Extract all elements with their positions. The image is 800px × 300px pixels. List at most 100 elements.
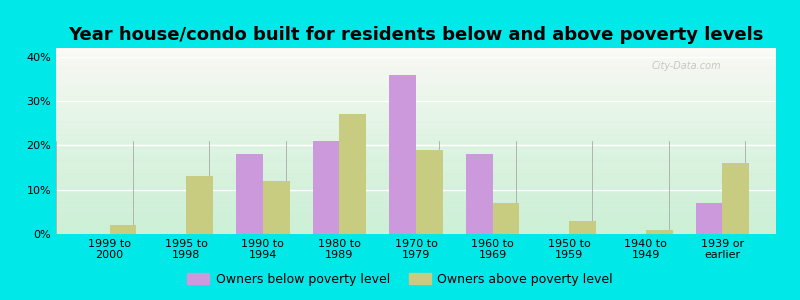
Bar xyxy=(56,126,776,128)
Bar xyxy=(56,83,776,85)
Bar xyxy=(56,232,776,234)
Bar xyxy=(56,121,776,122)
Bar xyxy=(56,89,776,91)
Bar xyxy=(56,102,776,104)
Bar xyxy=(56,152,776,154)
Bar xyxy=(56,214,776,215)
Bar xyxy=(56,102,776,104)
Bar xyxy=(56,204,776,206)
Bar xyxy=(56,117,776,119)
Bar xyxy=(56,63,776,65)
Bar xyxy=(56,91,776,93)
Bar xyxy=(56,132,776,134)
Bar xyxy=(56,85,776,87)
Bar xyxy=(56,96,776,98)
Bar xyxy=(56,208,776,210)
Bar xyxy=(56,189,776,191)
Bar xyxy=(56,59,776,61)
Bar xyxy=(493,203,519,234)
Bar xyxy=(56,80,776,82)
Bar xyxy=(56,163,776,165)
Bar xyxy=(56,82,776,83)
Bar xyxy=(56,148,776,150)
Bar xyxy=(56,135,776,137)
Bar xyxy=(56,115,776,117)
Legend: Owners below poverty level, Owners above poverty level: Owners below poverty level, Owners above… xyxy=(182,268,618,291)
Bar xyxy=(186,176,213,234)
Bar xyxy=(56,134,776,135)
Bar xyxy=(56,206,776,208)
Bar xyxy=(56,78,776,80)
Bar xyxy=(56,217,776,219)
Bar xyxy=(56,154,776,156)
Bar xyxy=(56,230,776,232)
Bar xyxy=(56,175,776,176)
Bar xyxy=(569,221,596,234)
Bar xyxy=(56,54,776,56)
Bar xyxy=(56,228,776,230)
Bar xyxy=(56,165,776,167)
Bar xyxy=(56,137,776,139)
Bar xyxy=(56,85,776,87)
Bar xyxy=(56,100,776,102)
Bar xyxy=(56,161,776,163)
Bar xyxy=(56,165,776,167)
Bar xyxy=(56,191,776,193)
Bar xyxy=(56,202,776,204)
Bar xyxy=(56,171,776,172)
Bar xyxy=(56,191,776,193)
Bar xyxy=(56,56,776,57)
Bar xyxy=(56,186,776,188)
Bar xyxy=(56,100,776,102)
Bar xyxy=(56,67,776,68)
Bar xyxy=(56,121,776,122)
Bar xyxy=(56,189,776,191)
Bar xyxy=(56,206,776,208)
Bar xyxy=(695,203,722,234)
Bar xyxy=(56,89,776,91)
Bar xyxy=(56,169,776,171)
Bar xyxy=(56,176,776,178)
Bar xyxy=(56,124,776,126)
Bar xyxy=(56,143,776,145)
Bar xyxy=(56,184,776,186)
Bar xyxy=(56,130,776,132)
Bar xyxy=(56,113,776,115)
Bar xyxy=(56,76,776,78)
Bar xyxy=(56,172,776,175)
Bar xyxy=(56,143,776,145)
Bar xyxy=(56,150,776,152)
Bar xyxy=(56,228,776,230)
Bar xyxy=(56,182,776,184)
Bar xyxy=(56,50,776,52)
Bar xyxy=(56,188,776,189)
Bar xyxy=(56,57,776,59)
Bar xyxy=(56,74,776,76)
Bar xyxy=(56,124,776,126)
Bar xyxy=(56,135,776,137)
Bar xyxy=(236,154,263,234)
Bar xyxy=(56,147,776,148)
Bar xyxy=(56,178,776,180)
Bar xyxy=(56,132,776,134)
Bar xyxy=(56,172,776,175)
Bar xyxy=(56,128,776,130)
Bar xyxy=(56,93,776,94)
Bar xyxy=(56,210,776,212)
Bar xyxy=(56,212,776,214)
Bar xyxy=(56,139,776,141)
Bar xyxy=(56,223,776,225)
Bar xyxy=(56,141,776,143)
Bar xyxy=(263,181,290,234)
Bar xyxy=(56,54,776,56)
Title: Year house/condo built for residents below and above poverty levels: Year house/condo built for residents bel… xyxy=(68,26,764,44)
Bar xyxy=(389,75,416,234)
Bar xyxy=(56,67,776,68)
Bar xyxy=(56,150,776,152)
Bar xyxy=(56,221,776,223)
Bar xyxy=(56,104,776,106)
Bar xyxy=(56,119,776,121)
Bar xyxy=(56,225,776,226)
Bar xyxy=(56,113,776,115)
Bar xyxy=(56,119,776,121)
